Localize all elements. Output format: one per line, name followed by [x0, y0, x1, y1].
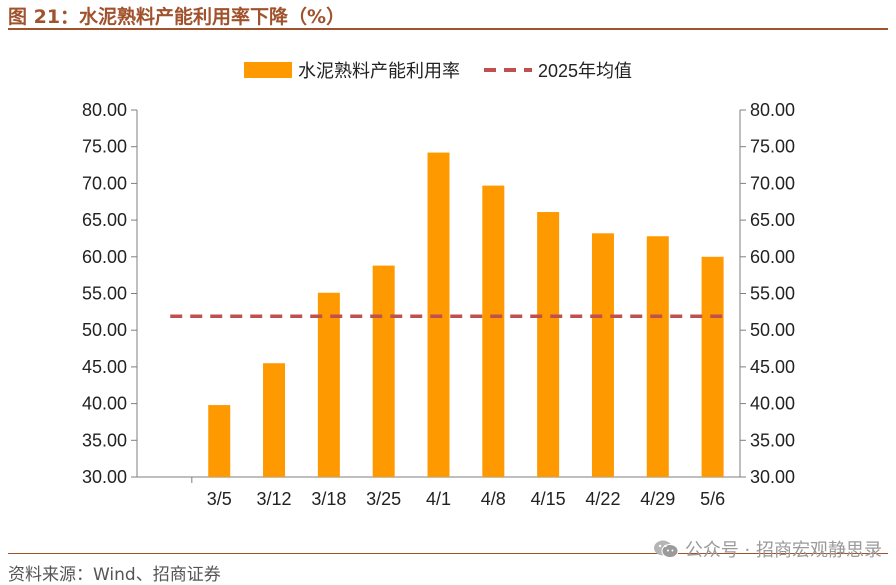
right-y-tick-label: 30.00 [750, 467, 795, 487]
bar [263, 363, 286, 477]
left-y-tick-label: 65.00 [82, 210, 127, 230]
wechat-icon [653, 540, 679, 558]
bar [317, 292, 340, 477]
bar [482, 185, 505, 478]
x-tick-label: 4/15 [531, 489, 566, 509]
right-y-tick-label: 75.00 [750, 137, 795, 157]
x-tick-label: 3/12 [257, 489, 292, 509]
bar [372, 265, 395, 477]
x-tick-label: 4/22 [585, 489, 620, 509]
legend: 水泥熟料产能利用率 2025年均值 [244, 61, 632, 81]
left-y-tick-label: 35.00 [82, 430, 127, 450]
bar [537, 212, 560, 477]
x-tick-label: 3/5 [207, 489, 232, 509]
left-y-tick-label: 60.00 [82, 247, 127, 267]
left-y-ticks: 30.00 35.00 40.00 45.00 50.00 55.00 60.00 65.00… [82, 100, 137, 487]
right-y-tick-label: 45.00 [750, 357, 795, 377]
legend-bar-label: 水泥熟料产能利用率 [298, 61, 460, 81]
bar [208, 405, 231, 477]
legend-bar-swatch [244, 62, 292, 78]
bar [591, 233, 614, 477]
x-tick-label: 4/29 [640, 489, 675, 509]
x-tick-label: 4/8 [481, 489, 506, 509]
legend-line-label: 2025年均值 [538, 61, 632, 81]
left-y-tick-label: 70.00 [82, 173, 127, 193]
figure-title: 图 21：水泥熟料产能利用率下降（%） [8, 6, 346, 28]
right-y-tick-label: 70.00 [750, 173, 795, 193]
bar [701, 256, 724, 477]
footer-rule [8, 553, 888, 554]
right-y-tick-label: 60.00 [750, 247, 795, 267]
left-y-tick-label: 30.00 [82, 467, 127, 487]
left-y-tick-label: 50.00 [82, 320, 127, 340]
right-y-tick-label: 55.00 [750, 284, 795, 304]
watermark-text: 公众号 · 招商宏观静思录 [684, 540, 882, 561]
x-tick-label: 5/6 [700, 489, 725, 509]
title-rule [8, 28, 888, 30]
left-y-tick-label: 45.00 [82, 357, 127, 377]
right-y-tick-label: 35.00 [750, 430, 795, 450]
left-y-tick-label: 40.00 [82, 394, 127, 414]
right-y-ticks: 30.00 35.00 40.00 45.00 50.00 55.00 60.00 65.00… [740, 100, 795, 487]
left-y-tick-label: 80.00 [82, 100, 127, 120]
bar [646, 236, 669, 477]
left-y-tick-label: 75.00 [82, 137, 127, 157]
bars [208, 152, 724, 478]
x-tick-labels: 3/5 3/12 3/18 3/25 4/1 4/8 4/15 4/22 4/29 5/6 [191, 477, 725, 509]
right-y-tick-label: 65.00 [750, 210, 795, 230]
x-tick-label: 4/1 [426, 489, 451, 509]
x-tick-label: 3/25 [366, 489, 401, 509]
right-y-tick-label: 50.00 [750, 320, 795, 340]
left-y-tick-label: 55.00 [82, 284, 127, 304]
watermark: 公众号 · 招商宏观静思录 [653, 536, 882, 562]
bar-chart: 水泥熟料产能利用率 2025年均值 30.00 35.00 40.00 45.00 50… [82, 61, 795, 509]
source-note: 资料来源：Wind、招商证券 [8, 565, 221, 585]
x-tick-label: 3/18 [311, 489, 346, 509]
right-y-tick-label: 40.00 [750, 394, 795, 414]
right-y-tick-label: 80.00 [750, 100, 795, 120]
